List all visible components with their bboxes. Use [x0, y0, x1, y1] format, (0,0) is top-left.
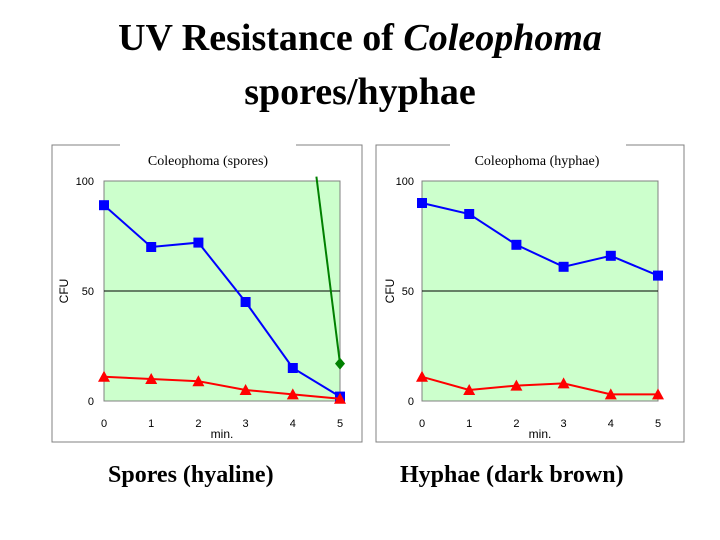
chart-1: Coleophoma (hyphae) 0 50 100 0 1 2 3 4 5 min. CFU [375, 141, 685, 443]
data-point [416, 370, 428, 382]
series-line [315, 176, 341, 364]
chart-0: Coleophoma (spores) 0 50 100 0 1 2 3 4 5 min. CFU [51, 141, 363, 443]
data-point [192, 375, 205, 387]
data-point [464, 209, 475, 219]
data-point [511, 239, 522, 250]
data-point [510, 379, 523, 391]
data-point [652, 388, 664, 400]
x-axis-label: min. [529, 427, 552, 441]
x-tick-label: 0 [419, 418, 425, 430]
chart-title: Coleophoma (spores) [148, 154, 268, 169]
x-tick-label: 1 [148, 418, 154, 430]
y-tick-label: 50 [402, 286, 414, 298]
data-point [653, 270, 663, 281]
slide-title-line2: spores/hyphae [244, 71, 476, 113]
x-tick-label: 5 [337, 418, 343, 430]
data-point [335, 357, 345, 370]
data-point [239, 384, 252, 395]
data-point [605, 250, 616, 261]
series-2 [315, 176, 345, 370]
series-line [103, 204, 341, 398]
series-1 [416, 370, 664, 400]
y-tick-label: 100 [396, 176, 414, 188]
data-point [557, 377, 570, 389]
y-tick-label: 50 [82, 286, 94, 298]
x-tick-label: 5 [655, 418, 661, 430]
x-tick-label: 1 [466, 418, 472, 430]
slide-title-genus: Coleophoma [403, 17, 602, 59]
data-point [417, 198, 427, 208]
series-0 [417, 198, 663, 281]
data-point [145, 373, 158, 384]
series-line [103, 375, 341, 400]
data-point [463, 384, 476, 395]
title-gap [450, 141, 626, 151]
y-axis-label: CFU [383, 279, 397, 304]
slide-title-line1: UV Resistance of Coleophoma [118, 17, 602, 59]
data-point [98, 370, 110, 382]
data-point [286, 388, 299, 400]
data-point [604, 388, 617, 400]
caption-hyphae: Hyphae (dark brown) [400, 462, 624, 488]
series-1 [98, 370, 346, 404]
caption-spores: Spores (hyaline) [108, 462, 274, 488]
data-point [146, 242, 157, 252]
y-tick-label: 100 [76, 176, 94, 188]
x-tick-label: 4 [290, 418, 296, 430]
data-point [558, 261, 569, 272]
data-point [334, 392, 346, 404]
title-gap [120, 141, 296, 151]
x-tick-label: 2 [195, 418, 201, 430]
x-tick-label: 3 [561, 418, 567, 430]
data-point [193, 237, 204, 248]
y-axis-label: CFU [57, 279, 71, 304]
x-tick-label: 2 [513, 418, 519, 430]
data-point [240, 297, 251, 307]
y-tick-label: 0 [88, 396, 94, 408]
x-tick-label: 0 [101, 418, 107, 430]
x-tick-label: 3 [243, 418, 249, 430]
series-line [421, 375, 658, 396]
x-axis-label: min. [211, 427, 234, 441]
chart-title: Coleophoma (hyphae) [475, 154, 600, 169]
x-tick-label: 4 [608, 418, 614, 430]
y-tick-label: 0 [408, 396, 414, 408]
series-line [421, 202, 659, 277]
data-point [287, 363, 298, 373]
data-point [99, 200, 109, 211]
